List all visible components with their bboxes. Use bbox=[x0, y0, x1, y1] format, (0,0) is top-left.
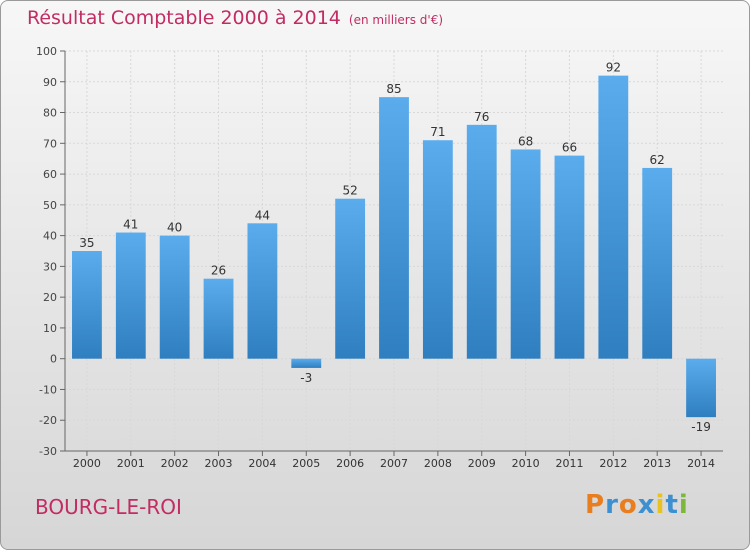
logo-letter: t bbox=[665, 490, 679, 520]
bar bbox=[379, 97, 409, 359]
y-tick-label: 40 bbox=[43, 230, 57, 243]
data-label: 66 bbox=[562, 141, 577, 155]
x-tick-label: 2004 bbox=[248, 457, 276, 470]
bar bbox=[72, 251, 102, 359]
bar bbox=[510, 149, 541, 359]
bar bbox=[598, 75, 629, 359]
bar bbox=[422, 140, 453, 359]
x-tick-label: 2009 bbox=[468, 457, 496, 470]
logo-letter: i bbox=[678, 490, 689, 520]
y-tick-label: -20 bbox=[39, 414, 57, 427]
y-tick-label: 0 bbox=[50, 353, 57, 366]
x-tick-label: 2002 bbox=[161, 457, 189, 470]
bar bbox=[642, 167, 673, 359]
y-tick-label: 20 bbox=[43, 291, 57, 304]
data-label: 40 bbox=[167, 221, 182, 235]
data-label: -3 bbox=[300, 371, 312, 385]
logo-letter: i bbox=[655, 490, 666, 520]
logo-letter: r bbox=[605, 490, 619, 520]
y-tick-label: 100 bbox=[36, 45, 57, 58]
y-tick-label: 70 bbox=[43, 137, 57, 150]
x-tick-label: 2005 bbox=[292, 457, 320, 470]
data-label: 26 bbox=[211, 264, 226, 278]
bar bbox=[335, 198, 366, 359]
y-tick-label: 90 bbox=[43, 76, 57, 89]
y-tick-label: 10 bbox=[43, 322, 57, 335]
data-label: -19 bbox=[691, 420, 711, 434]
x-tick-label: 2006 bbox=[336, 457, 364, 470]
logo-letter: o bbox=[618, 490, 638, 520]
x-tick-label: 2013 bbox=[643, 457, 671, 470]
data-label: 68 bbox=[518, 134, 533, 148]
bar bbox=[203, 278, 234, 359]
data-label: 44 bbox=[255, 208, 270, 222]
data-label: 52 bbox=[342, 184, 357, 198]
data-label: 35 bbox=[79, 236, 94, 250]
x-tick-label: 2012 bbox=[599, 457, 627, 470]
y-tick-label: -10 bbox=[39, 383, 57, 396]
data-label: 71 bbox=[430, 125, 445, 139]
bar bbox=[686, 358, 716, 418]
x-tick-label: 2003 bbox=[205, 457, 233, 470]
bar bbox=[247, 223, 278, 359]
x-tick-label: 2010 bbox=[512, 457, 540, 470]
bar bbox=[115, 232, 146, 359]
x-tick-label: 2014 bbox=[687, 457, 715, 470]
logo-letter: P bbox=[585, 490, 606, 520]
y-tick-label: 60 bbox=[43, 168, 57, 181]
data-label: 92 bbox=[606, 61, 621, 75]
unit-note: (en milliers d'€) bbox=[348, 13, 444, 27]
data-label: 41 bbox=[123, 218, 138, 232]
x-tick-label: 2000 bbox=[73, 457, 101, 470]
logo-letter: x bbox=[637, 490, 656, 520]
x-tick-label: 2001 bbox=[117, 457, 145, 470]
y-tick-label: 30 bbox=[43, 260, 57, 273]
x-tick-label: 2011 bbox=[555, 457, 583, 470]
bar bbox=[159, 235, 190, 359]
data-label: 62 bbox=[650, 153, 665, 167]
proxiti-logo[interactable]: Proxiti bbox=[585, 490, 689, 520]
data-label: 76 bbox=[474, 110, 489, 124]
chart-title-text: Résultat Comptable 2000 à 2014 bbox=[27, 7, 341, 29]
bar bbox=[554, 155, 585, 359]
y-tick-label: -30 bbox=[39, 445, 57, 458]
bar bbox=[466, 124, 497, 359]
place-name: BOURG-LE-ROI bbox=[35, 495, 182, 519]
x-tick-label: 2008 bbox=[424, 457, 452, 470]
x-tick-label: 2007 bbox=[380, 457, 408, 470]
y-tick-label: 80 bbox=[43, 107, 57, 120]
chart-title: Résultat Comptable 2000 à 2014 (en millie… bbox=[27, 7, 443, 29]
y-tick-label: 50 bbox=[43, 199, 57, 212]
bar bbox=[291, 358, 322, 368]
data-label: 85 bbox=[386, 82, 401, 96]
